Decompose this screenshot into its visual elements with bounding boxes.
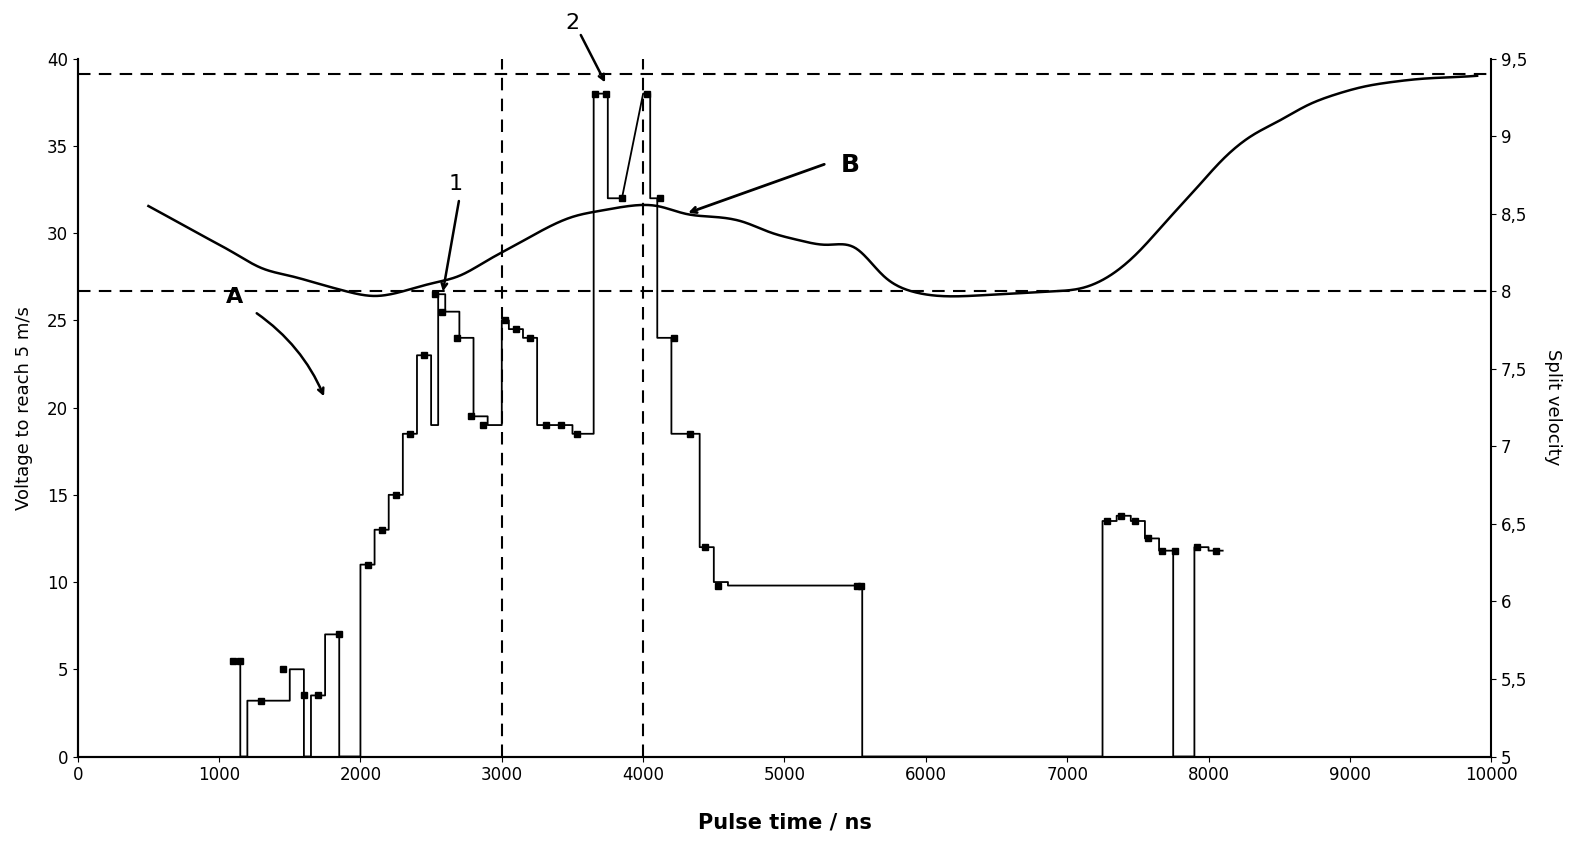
Text: A: A (226, 287, 243, 307)
Text: 1: 1 (448, 174, 462, 194)
X-axis label: Pulse time / ns: Pulse time / ns (697, 812, 872, 832)
Y-axis label: Voltage to reach 5 m/s: Voltage to reach 5 m/s (16, 306, 33, 510)
Y-axis label: Split velocity: Split velocity (1544, 350, 1561, 466)
Text: B: B (841, 153, 859, 177)
Text: 2: 2 (566, 13, 579, 33)
